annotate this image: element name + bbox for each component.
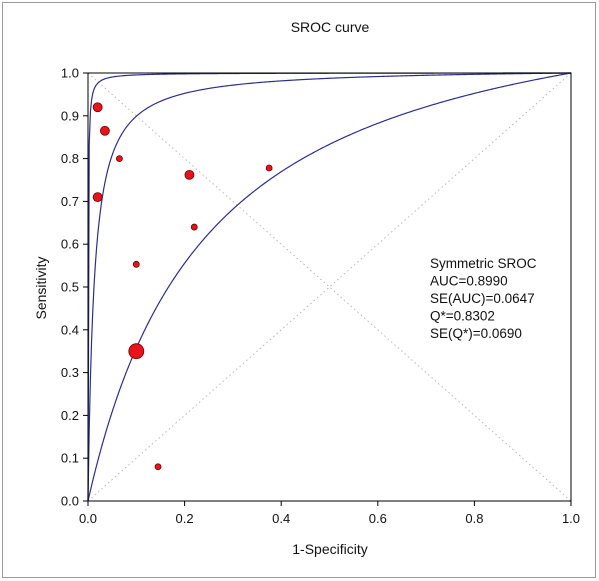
data-point-2 [115, 155, 123, 163]
x-tick-label: 0.6 [369, 511, 387, 526]
sroc-curve-2 [87, 72, 572, 502]
x-tick-label: 0.2 [176, 511, 194, 526]
data-point-5 [265, 164, 273, 172]
y-tick-label: 0.1 [61, 451, 79, 466]
data-point-4 [184, 169, 195, 180]
y-tick-label: 0.9 [61, 108, 79, 123]
y-tick-label: 0.0 [61, 494, 79, 509]
annotation-line-4: SE(Q*)=0.0690 [430, 326, 522, 341]
y-tick-label: 0.3 [61, 365, 79, 380]
x-axis-label: 1-Specificity [292, 541, 367, 557]
chart-title: SROC curve [291, 19, 370, 35]
data-point-9 [154, 463, 162, 471]
y-tick-label: 1.0 [61, 66, 79, 81]
sroc-curve-1 [87, 72, 572, 502]
y-tick-label: 0.8 [61, 151, 79, 166]
y-tick-label: 0.6 [61, 237, 79, 252]
data-point-1 [100, 125, 110, 136]
x-tick-label: 0.8 [465, 511, 483, 526]
data-point-8 [128, 343, 145, 360]
x-tick-label: 0.0 [79, 511, 97, 526]
y-tick-label: 0.2 [61, 408, 79, 423]
x-tick-label: 0.4 [272, 511, 290, 526]
plot-area: 0.0 0.2 0.4 0.6 0.8 1.0 0.0 0.1 0.2 0.3 0.4 0.5 0.6 0… [61, 66, 580, 527]
annotation-line-2: SE(AUC)=0.0647 [430, 291, 535, 306]
data-point-0 [92, 102, 103, 113]
annotation-line-3: Q*=0.8302 [430, 309, 495, 324]
annotation-line-0: Symmetric SROC [430, 256, 537, 271]
x-tick-label: 1.0 [562, 511, 580, 526]
data-point-6 [190, 223, 198, 231]
data-point-3 [92, 192, 103, 203]
y-tick-label: 0.4 [61, 322, 79, 337]
y-tick-label: 0.7 [61, 194, 79, 209]
y-axis-label: Sensitivity [33, 256, 49, 319]
sroc-chart: SROC curve 0.0 0.2 0.4 0.6 0.8 1.00.00.10.20.… [33, 19, 580, 557]
annotation-line-1: AUC=0.8990 [430, 274, 508, 289]
data-point-7 [132, 260, 140, 268]
y-tick-label: 0.5 [61, 280, 79, 295]
